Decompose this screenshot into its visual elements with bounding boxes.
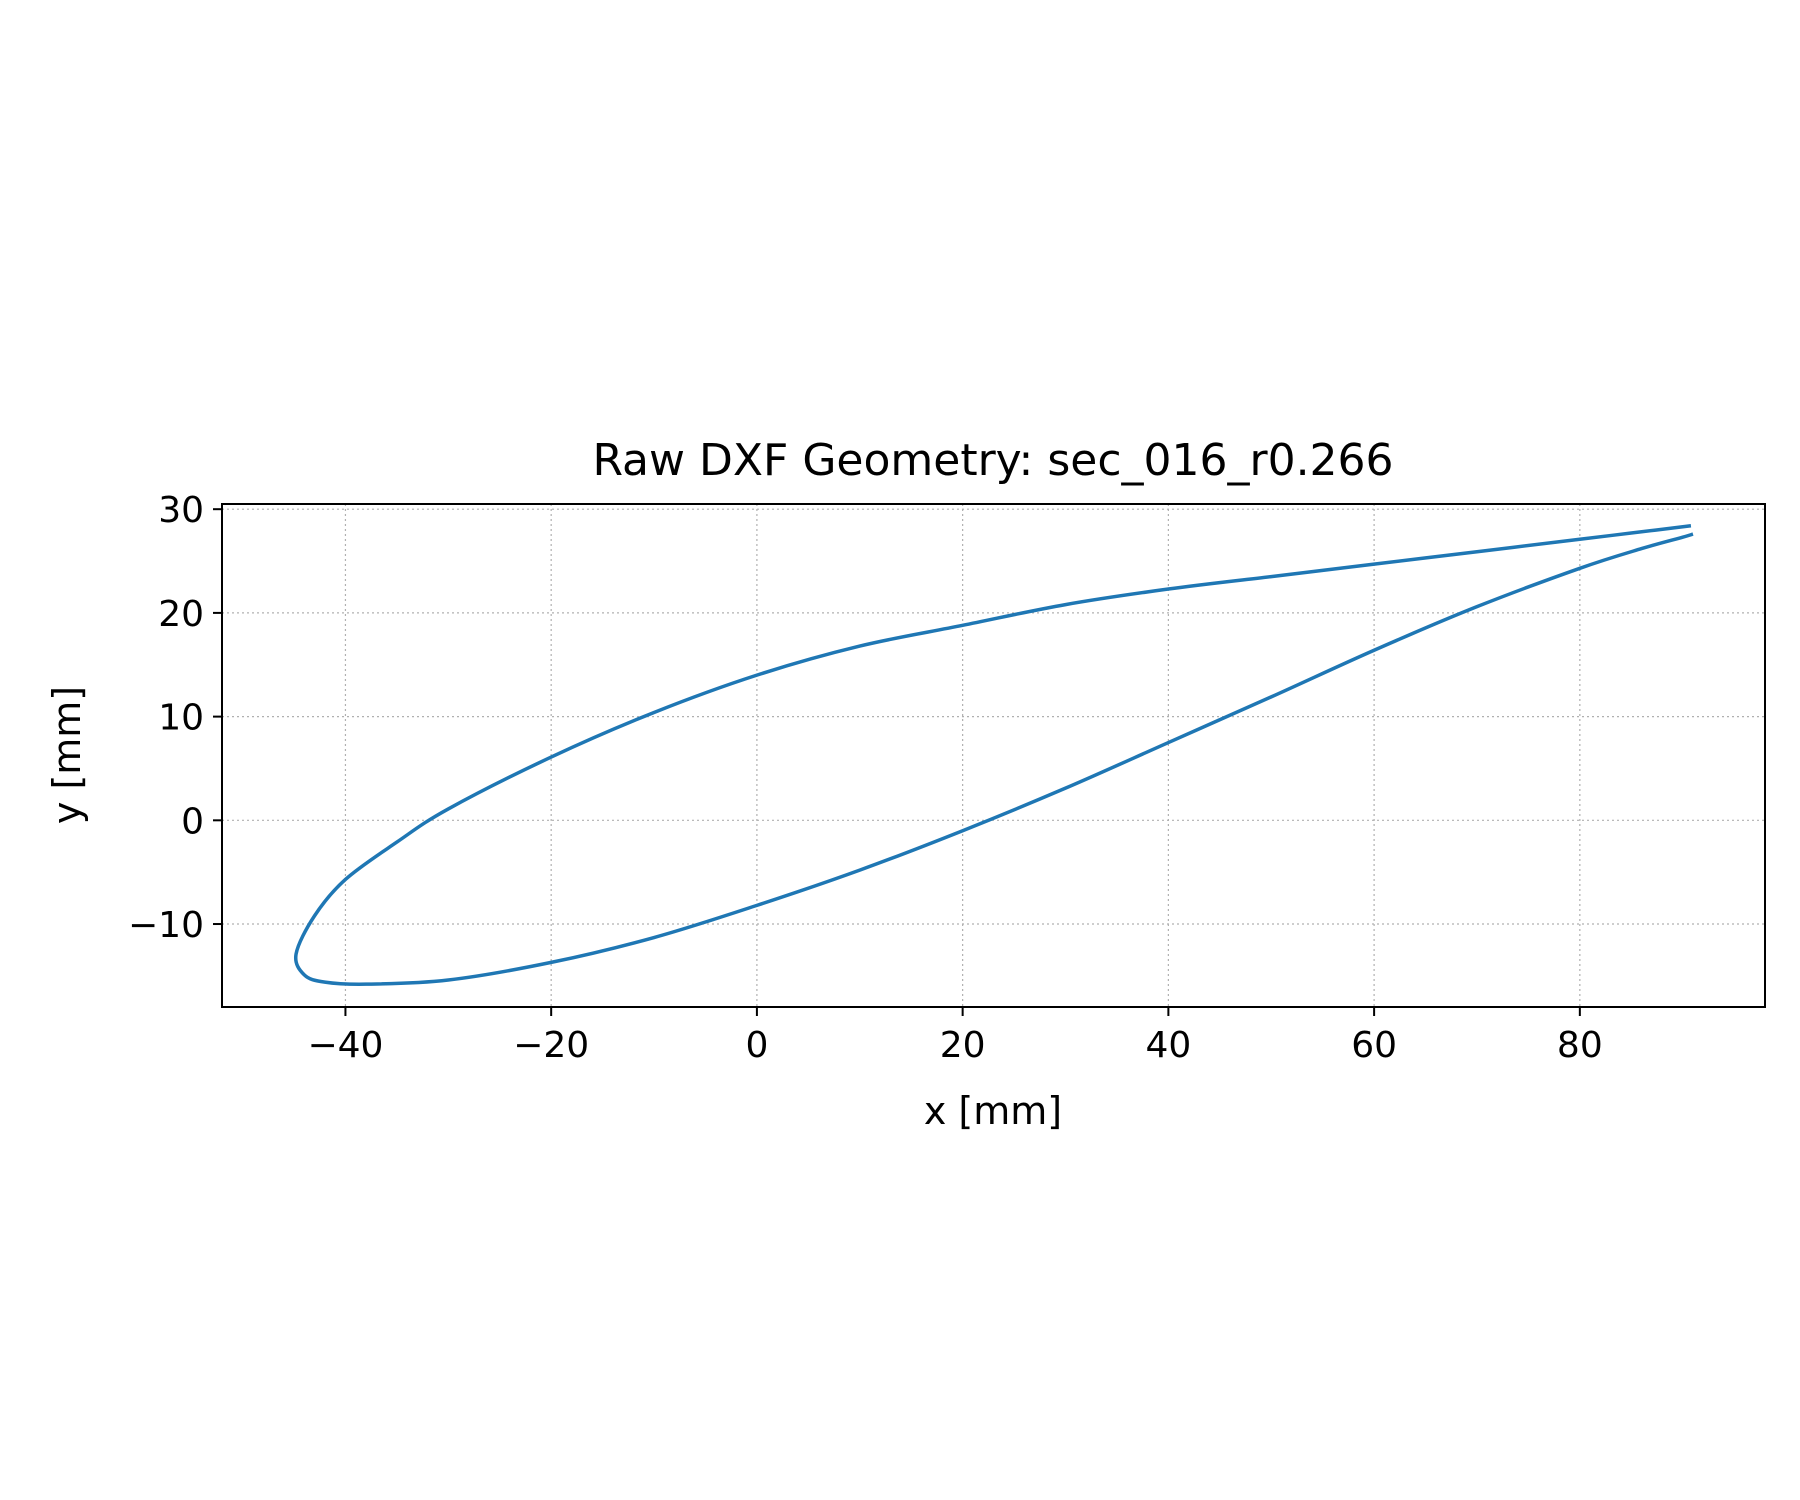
data-lines <box>293 524 1694 987</box>
y-tick-label: 0 <box>181 801 204 842</box>
x-tick-label: −40 <box>307 1025 383 1066</box>
x-tick-label: 0 <box>745 1025 768 1066</box>
y-tick-label: 30 <box>158 490 204 531</box>
y-tick-label: 20 <box>158 594 204 635</box>
x-axis-ticks: −40 −20 0 20 40 60 80 <box>307 1007 1603 1066</box>
y-axis-label: y [mm] <box>45 686 89 824</box>
y-tick-label: 10 <box>158 698 204 739</box>
x-tick-label: −20 <box>513 1025 589 1066</box>
y-tick-label: −10 <box>128 905 204 946</box>
series-line <box>293 524 1694 987</box>
chart-title: Raw DXF Geometry: sec_016_r0.266 <box>592 435 1393 486</box>
plot-area-frame <box>221 503 1766 1008</box>
x-tick-label: 80 <box>1557 1025 1603 1066</box>
grid-lines <box>222 504 1765 1007</box>
x-tick-label: 40 <box>1145 1025 1191 1066</box>
x-tick-label: 20 <box>940 1025 986 1066</box>
x-axis-label: x [mm] <box>924 1089 1062 1133</box>
x-tick-label: 60 <box>1351 1025 1397 1066</box>
y-axis-ticks: −10 0 10 20 30 <box>128 490 222 946</box>
